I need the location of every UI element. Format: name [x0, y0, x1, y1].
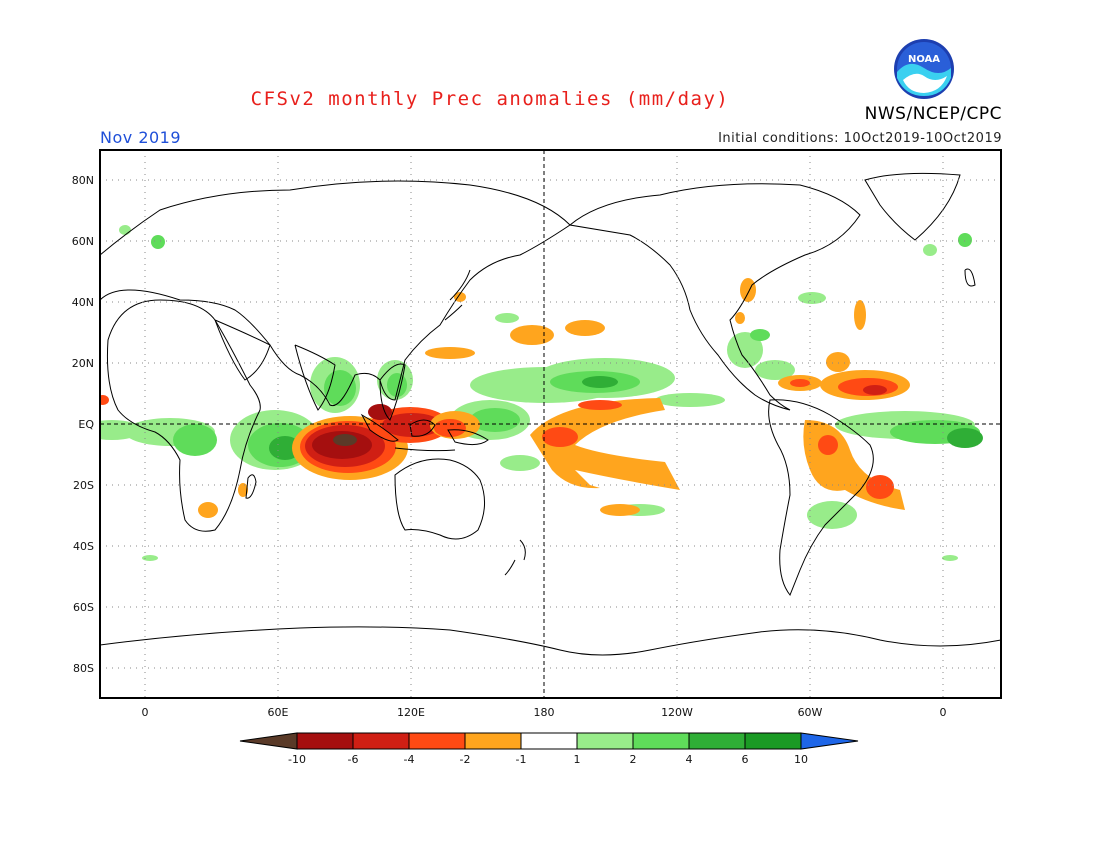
initial-conditions: Initial conditions: 10Oct2019-10Oct2019: [718, 131, 1002, 146]
legend-swatch: [352, 732, 410, 750]
legend-swatch: [576, 732, 634, 750]
anomaly-shading: [100, 225, 983, 561]
gridlines: [100, 150, 1001, 698]
noaa-logo-icon: NOAA: [894, 39, 954, 99]
lat-label: 40N: [72, 296, 94, 309]
legend-swatch: [408, 732, 466, 750]
color-legend: [239, 732, 859, 750]
lat-label: 80S: [73, 662, 94, 675]
legend-tick-label: 10: [794, 753, 808, 766]
legend-swatch: [744, 732, 802, 750]
lon-label: 120E: [397, 706, 425, 719]
forecast-period: Nov 2019: [100, 128, 182, 147]
legend-swatch: [688, 732, 746, 750]
lon-label: 60E: [268, 706, 289, 719]
legend-swatch: [296, 732, 354, 750]
negative-anomalies: [100, 278, 910, 518]
lon-label: 0: [940, 706, 947, 719]
legend-arrow-left: [239, 732, 298, 750]
lat-label: 80N: [72, 174, 94, 187]
legend-tick-label: -4: [404, 753, 415, 766]
lon-label: 120W: [661, 706, 693, 719]
lon-label: 180: [534, 706, 555, 719]
longitude-labels: 0 60E 120E 180 120W 60W 0: [142, 706, 947, 719]
latitude-labels: 80N 60N 40N 20N EQ 20S 40S 60S 80S: [72, 174, 95, 675]
lat-label: 60S: [73, 601, 94, 614]
agency-label: NWS/NCEP/CPC: [864, 104, 1002, 124]
map-title: CFSv2 monthly Prec anomalies (mm/day): [250, 88, 730, 110]
lat-label: 20S: [73, 479, 94, 492]
legend-labels: -10 -6 -4 -2 -1 1 2 4 6 10: [288, 753, 808, 766]
lon-label: 0: [142, 706, 149, 719]
legend-tick-label: -1: [516, 753, 527, 766]
legend-swatch: [632, 732, 690, 750]
coastlines: [100, 172, 1001, 698]
lat-label: EQ: [78, 418, 94, 431]
legend-swatch: [464, 732, 522, 750]
legend-tick-label: -2: [460, 753, 471, 766]
legend-tick-label: -10: [288, 753, 306, 766]
positive-anomalies: [100, 225, 983, 561]
legend-arrow-right: [800, 732, 859, 750]
lon-label: 60W: [798, 706, 823, 719]
lat-label: 20N: [72, 357, 94, 370]
legend-tick-label: 4: [686, 753, 693, 766]
noaa-logo-text: NOAA: [908, 54, 940, 65]
legend-tick-label: -6: [348, 753, 359, 766]
lat-label: 40S: [73, 540, 94, 553]
legend-swatch: [520, 732, 578, 750]
legend-tick-label: 6: [742, 753, 749, 766]
map-frame: [99, 149, 1002, 699]
lat-label: 60N: [72, 235, 94, 248]
legend-tick-label: 2: [630, 753, 637, 766]
legend-tick-label: 1: [574, 753, 581, 766]
